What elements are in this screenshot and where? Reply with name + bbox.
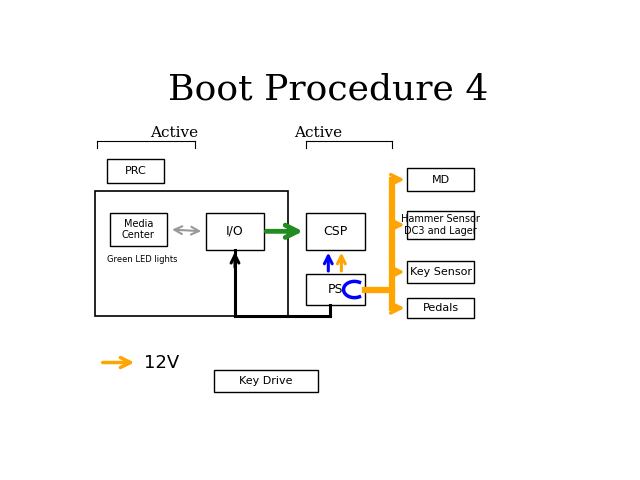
Text: Boot Procedure 4: Boot Procedure 4 [168, 72, 488, 106]
Bar [408, 261, 474, 283]
Bar [110, 213, 167, 246]
Bar [306, 213, 365, 250]
Text: PS: PS [328, 283, 343, 296]
Text: I/O: I/O [226, 225, 244, 238]
Text: CSP: CSP [323, 225, 348, 238]
Bar [207, 213, 264, 250]
Text: Active: Active [294, 126, 342, 140]
Bar [306, 274, 365, 305]
Bar [95, 191, 288, 316]
Bar [108, 159, 164, 183]
Text: Key Sensor: Key Sensor [410, 267, 472, 277]
Bar [408, 168, 474, 191]
Bar [214, 370, 318, 392]
Text: MD: MD [432, 175, 450, 185]
Text: PRC: PRC [125, 166, 147, 176]
Text: Green LED lights: Green LED lights [108, 254, 178, 264]
Text: Key Drive: Key Drive [239, 376, 292, 386]
Text: 12V: 12V [145, 353, 180, 372]
Bar [408, 298, 474, 318]
Text: Active: Active [150, 126, 198, 140]
Text: Media
Center: Media Center [122, 219, 155, 240]
Text: Hammer Sensor
DC3 and Lager: Hammer Sensor DC3 and Lager [401, 214, 480, 236]
Text: Pedals: Pedals [423, 303, 459, 313]
Bar [408, 211, 474, 239]
